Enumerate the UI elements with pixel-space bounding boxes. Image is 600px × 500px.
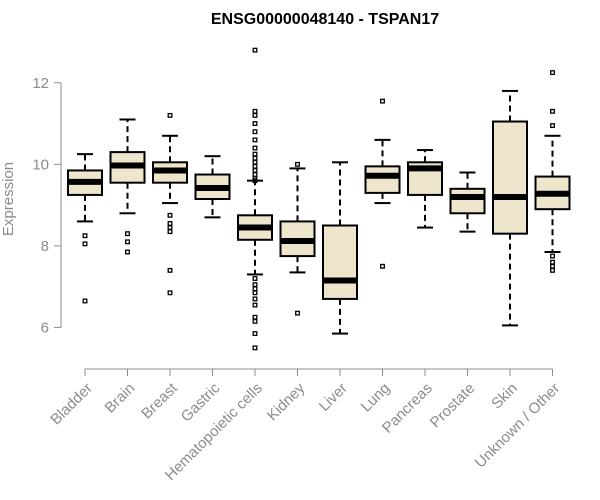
outlier-point xyxy=(252,318,258,324)
box-kidney xyxy=(279,161,316,316)
x-tick-label: Breast xyxy=(138,379,181,422)
x-tick-label: Bladder xyxy=(47,380,96,429)
outlier-point xyxy=(252,345,258,351)
outlier-point xyxy=(252,172,258,177)
chart-title: ENSG00000048140 - TSPAN17 xyxy=(211,11,439,28)
x-tick-label: Liver xyxy=(316,380,351,415)
box-skin xyxy=(492,89,528,327)
box-prostate xyxy=(449,171,486,233)
outlier-point xyxy=(82,233,88,239)
box-bladder xyxy=(67,153,103,304)
box-liver xyxy=(322,161,358,335)
iqr-box xyxy=(449,187,486,215)
outlier-point xyxy=(252,145,258,151)
box-unknown-other xyxy=(534,70,571,273)
outlier-point xyxy=(82,241,88,247)
iqr-box xyxy=(322,224,358,300)
outlier-point xyxy=(252,112,258,118)
outlier-point xyxy=(252,137,258,143)
outlier-point xyxy=(252,296,258,302)
y-axis-label: Expression xyxy=(0,162,17,236)
outlier-point xyxy=(125,239,130,245)
outlier-point xyxy=(252,163,258,169)
box-breast xyxy=(152,112,188,296)
outlier-point xyxy=(167,112,173,118)
box-lung xyxy=(364,98,401,269)
outlier-point xyxy=(252,331,258,337)
outlier-point xyxy=(125,231,130,237)
outlier-point xyxy=(252,178,258,184)
x-tick-label: Prostate xyxy=(427,380,479,432)
outlier-point xyxy=(252,129,258,135)
outlier-point xyxy=(167,221,173,226)
x-tick-label: Kidney xyxy=(264,379,309,424)
outlier-point xyxy=(295,310,300,316)
outlier-point xyxy=(550,123,555,129)
outlier-point xyxy=(252,155,258,161)
outlier-point xyxy=(295,161,300,167)
outlier-point xyxy=(550,267,555,273)
y-tick-label: 6 xyxy=(41,319,49,336)
box-pancreas xyxy=(407,149,443,229)
x-tick-label: Skin xyxy=(488,380,521,413)
outlier-point xyxy=(550,108,555,114)
outlier-point xyxy=(550,263,555,269)
outlier-point xyxy=(252,276,258,281)
outlier-point xyxy=(167,229,173,235)
outlier-point xyxy=(252,108,258,114)
outlier-point xyxy=(167,267,173,273)
x-tick-label: Lung xyxy=(358,380,394,416)
outlier-point xyxy=(252,314,258,320)
y-tick-label: 12 xyxy=(32,75,49,92)
y-tick-label: 8 xyxy=(41,238,49,255)
y-tick-label: 10 xyxy=(32,156,49,173)
outlier-point xyxy=(125,249,130,255)
box-gastric xyxy=(194,155,231,219)
outlier-point xyxy=(380,98,385,104)
outlier-point xyxy=(252,159,258,165)
outlier-point xyxy=(550,70,555,76)
outlier-point xyxy=(252,282,258,288)
y-axis: 6 8 10 12 xyxy=(32,75,62,336)
outlier-point xyxy=(167,290,173,296)
outlier-point xyxy=(380,263,385,269)
outlier-point xyxy=(167,225,173,230)
outlier-point xyxy=(82,298,88,304)
outlier-point xyxy=(252,168,258,173)
outlier-point xyxy=(550,253,555,259)
outlier-point xyxy=(252,302,258,308)
iqr-box xyxy=(364,165,401,194)
outlier-point xyxy=(252,121,258,127)
box-brain xyxy=(109,118,146,255)
iqr-box xyxy=(492,120,528,235)
outlier-point xyxy=(252,290,258,296)
outlier-point xyxy=(252,286,258,292)
x-tick-label: Brain xyxy=(102,380,139,417)
outlier-point xyxy=(167,212,173,218)
outlier-point xyxy=(252,151,258,157)
boxes-group xyxy=(67,47,571,351)
outlier-point xyxy=(550,259,555,265)
box-hematopoietic-cells xyxy=(237,47,273,351)
outlier-point xyxy=(252,47,258,53)
